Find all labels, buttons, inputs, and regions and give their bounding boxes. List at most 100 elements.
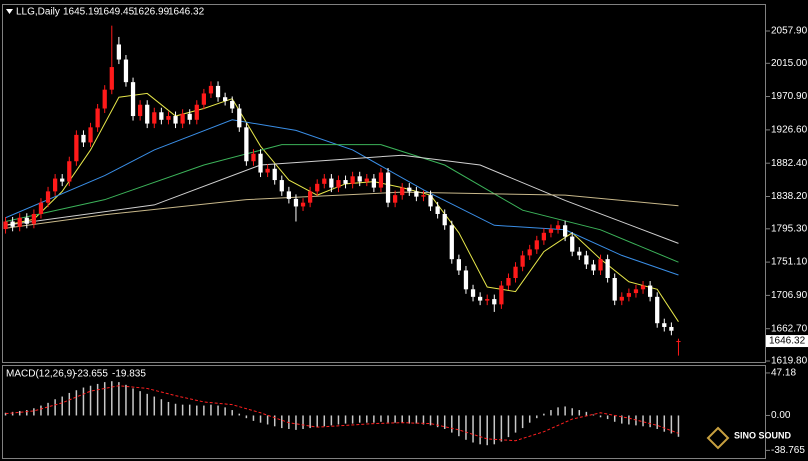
macd-bar (642, 415, 644, 427)
macd-bar (380, 415, 382, 422)
candle-body (492, 299, 497, 305)
chart-title: LLG,Daily (16, 7, 60, 18)
macd-bar (125, 384, 127, 416)
candle-body (414, 191, 419, 197)
main-frame (2, 4, 766, 363)
candle-body (534, 240, 539, 250)
menu-arrow[interactable] (6, 9, 13, 14)
y-tick-label: 1926.60 (771, 125, 808, 136)
candle-body (109, 67, 114, 90)
candle-body (584, 255, 589, 265)
macd-bar (217, 405, 219, 416)
candle-body (400, 187, 405, 196)
macd-bar (557, 407, 559, 416)
macd-bar (89, 385, 92, 416)
macd-bar (401, 415, 403, 423)
candle-body (315, 183, 320, 192)
logo-icon (706, 426, 730, 450)
candle-body (187, 113, 192, 120)
macd-bar (118, 382, 120, 416)
macd-bar (174, 403, 177, 416)
macd-bar (606, 415, 609, 420)
candle-body (17, 217, 22, 227)
candle-body (208, 85, 214, 94)
macd-bar (281, 415, 283, 429)
header-close: 1646.32 (168, 7, 205, 18)
y-tick-label: 1619.80 (771, 356, 808, 367)
candle-body (555, 225, 561, 230)
macd-bar (550, 410, 552, 416)
macd-bar (507, 415, 510, 438)
macd-title: MACD(12,26,9) (6, 369, 75, 380)
candle-body (45, 191, 51, 203)
macd-bar (132, 388, 134, 416)
macd-bar (323, 415, 326, 427)
moving-average (5, 144, 679, 263)
candle-body (463, 270, 469, 290)
candle-body (385, 172, 391, 203)
macd-bar (670, 415, 673, 434)
y-tick-label: 1706.90 (771, 290, 808, 301)
candle-body (421, 195, 426, 197)
candle-body (648, 285, 653, 297)
macd-bar (68, 392, 71, 416)
logo: SINO SOUND (706, 426, 792, 450)
candle-body (456, 259, 461, 271)
macd-bar (96, 383, 99, 416)
moving-average (5, 191, 679, 229)
macd-bar (309, 415, 311, 429)
candle-body (378, 172, 384, 188)
macd-bar (330, 415, 333, 426)
macd-bar (210, 404, 212, 416)
candle-body (605, 259, 610, 279)
macd-bar (337, 415, 340, 425)
candle-body (428, 195, 433, 207)
macd-bar (245, 415, 248, 419)
candle-body (591, 264, 596, 271)
signal-line (5, 385, 679, 442)
y-tick-label: 1795.30 (771, 223, 808, 234)
candle-body (293, 198, 299, 207)
candle-body (598, 259, 603, 271)
candle-body (102, 89, 107, 109)
candle-body (173, 116, 178, 124)
watermark: SINO SOUND (734, 430, 792, 440)
moving-average (5, 154, 679, 244)
macd-bar (295, 415, 297, 430)
candle-body (513, 266, 518, 279)
macd-bar (231, 410, 233, 416)
candle-body (74, 134, 79, 162)
candle-body (570, 236, 575, 252)
candle-body (548, 229, 554, 233)
macd-bar (11, 411, 14, 416)
macd-bar (451, 415, 453, 433)
candle-body (300, 202, 306, 207)
y-tick-label: 2015.00 (771, 58, 808, 69)
candle-body (350, 176, 355, 184)
y-tick-label: -38.765 (771, 445, 805, 456)
macd-bar (536, 415, 538, 419)
candle-body (393, 195, 398, 203)
candle-body (10, 221, 15, 227)
candle-body (449, 225, 454, 260)
macd-bar (139, 391, 141, 416)
macd-bar (415, 415, 418, 424)
y-tick-label: 47.18 (771, 368, 796, 379)
candle-body (24, 217, 29, 224)
macd-bar (273, 415, 276, 427)
candle-body (67, 161, 72, 182)
candle-body (470, 289, 476, 297)
candle-body (435, 206, 440, 214)
candle-body (633, 289, 639, 294)
candle-body (626, 293, 631, 297)
macd-bar (18, 410, 21, 416)
candle-body (577, 251, 582, 256)
candle-body (499, 285, 504, 305)
macd-bar (649, 415, 651, 428)
candle-body (258, 153, 263, 173)
macd-bar (40, 405, 42, 416)
candle-body (506, 278, 511, 286)
candle-body (130, 82, 136, 117)
macd-bar (578, 410, 581, 416)
candle-body (53, 178, 58, 192)
